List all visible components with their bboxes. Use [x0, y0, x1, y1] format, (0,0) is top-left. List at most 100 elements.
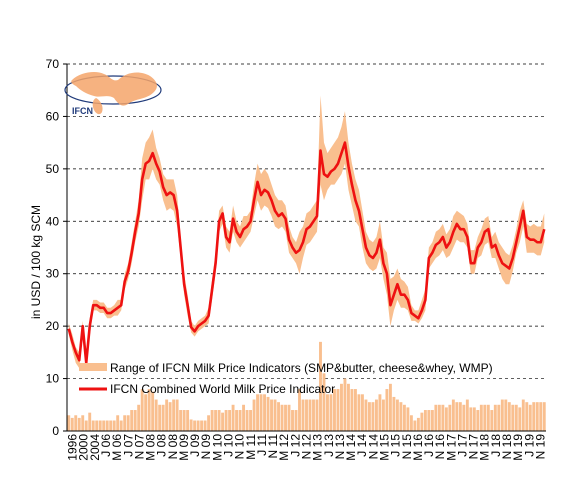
range-bar	[490, 410, 494, 431]
legend-swatch-range	[79, 363, 107, 371]
range-bar	[497, 404, 501, 431]
range-bar	[112, 420, 116, 431]
range-bar	[284, 404, 287, 431]
range-bar	[196, 420, 200, 431]
x-tick-label: M 08	[144, 434, 158, 461]
range-bar	[340, 383, 343, 431]
world-map-shape-south	[92, 98, 103, 115]
range-bar	[381, 399, 385, 431]
range-bar	[165, 399, 169, 431]
range-bar	[109, 420, 113, 431]
range-bar	[479, 404, 483, 431]
range-bar	[252, 399, 256, 431]
range-bar	[406, 407, 410, 431]
range-bar	[469, 407, 473, 431]
logo-text: IFCN	[72, 106, 93, 116]
ifcn-logo: IFCN	[64, 72, 162, 116]
x-tick-label: M 15	[378, 434, 392, 461]
range-bar	[193, 420, 197, 431]
range-bar	[161, 404, 165, 431]
range-bar	[486, 404, 490, 431]
range-bar	[441, 404, 445, 431]
x-tick-label: N 16	[433, 434, 447, 460]
range-bar	[483, 404, 487, 431]
range-bar	[371, 402, 375, 431]
y-tick-label: 60	[46, 109, 60, 123]
range-bar	[140, 389, 144, 431]
range-bar	[70, 417, 74, 431]
range-bar	[266, 396, 270, 431]
range-bar	[451, 399, 455, 431]
range-bar	[214, 410, 218, 431]
y-tick-label: 70	[46, 57, 60, 71]
range-bar	[130, 410, 134, 431]
range-bar	[350, 389, 354, 431]
range-bar	[77, 417, 81, 431]
range-bar	[294, 410, 298, 431]
range-bar	[88, 412, 92, 431]
range-bar	[420, 412, 424, 431]
x-tick-label: M 09	[177, 434, 191, 461]
range-bar	[427, 410, 431, 431]
x-tick-label: M 18	[478, 434, 492, 461]
range-bar	[504, 399, 508, 431]
range-bar	[287, 404, 291, 431]
x-tick-label: M 11	[244, 434, 258, 460]
range-bar	[235, 410, 239, 431]
range-bar	[354, 389, 357, 431]
range-bar	[280, 404, 284, 431]
range-bars	[67, 341, 546, 431]
range-bar	[179, 410, 183, 431]
range-bar	[532, 402, 536, 431]
range-bar	[154, 399, 158, 431]
range-bar	[430, 410, 434, 431]
range-bar	[364, 399, 368, 431]
x-tick-label: J 15	[389, 434, 403, 457]
x-tick-label: J 14	[355, 434, 369, 457]
range-bar	[259, 394, 263, 431]
range-bar	[210, 410, 214, 431]
range-bar	[437, 404, 441, 431]
range-bar	[455, 402, 459, 431]
range-bar	[525, 402, 529, 431]
x-tick-label: N 18	[500, 434, 514, 460]
legend: Range of IFCN Milk Price Indicators (SMP…	[79, 361, 493, 396]
range-bar	[402, 404, 406, 431]
range-bar	[343, 378, 347, 431]
range-bar	[500, 399, 504, 431]
x-tick-label: J 18	[489, 434, 503, 457]
range-bar	[416, 417, 420, 431]
range-bar	[367, 402, 371, 431]
x-tick-label: N 17	[467, 434, 481, 460]
x-tick-label: N 08	[166, 434, 180, 460]
x-tick-label: M 10	[210, 434, 224, 461]
range-bar	[298, 389, 301, 431]
range-bar	[221, 412, 225, 431]
range-bar	[245, 410, 249, 431]
x-tick-label: J 13	[322, 434, 336, 457]
x-tick-label: 2004	[88, 434, 102, 461]
range-bar	[126, 415, 130, 431]
range-bar	[434, 404, 438, 431]
range-bar	[182, 410, 186, 431]
range-bar	[521, 399, 525, 431]
y-tick-label: 40	[46, 214, 60, 228]
range-bar	[385, 389, 389, 431]
range-bar	[231, 404, 235, 431]
range-bar	[238, 410, 242, 431]
x-tick-label: N 13	[333, 434, 347, 460]
x-tick-label: J 07	[121, 434, 135, 457]
range-bar	[322, 373, 326, 431]
range-bar	[217, 410, 221, 431]
range-bar	[102, 420, 106, 431]
range-bar	[374, 399, 378, 431]
range-bar	[301, 399, 305, 431]
x-tick-label: N 14	[366, 434, 380, 460]
range-bar	[528, 404, 532, 431]
range-bar	[315, 399, 319, 431]
range-bar	[256, 394, 259, 431]
range-bar	[98, 420, 102, 431]
x-tick-label: M 06	[110, 434, 124, 461]
range-bar	[319, 341, 322, 431]
price-line	[67, 141, 546, 365]
